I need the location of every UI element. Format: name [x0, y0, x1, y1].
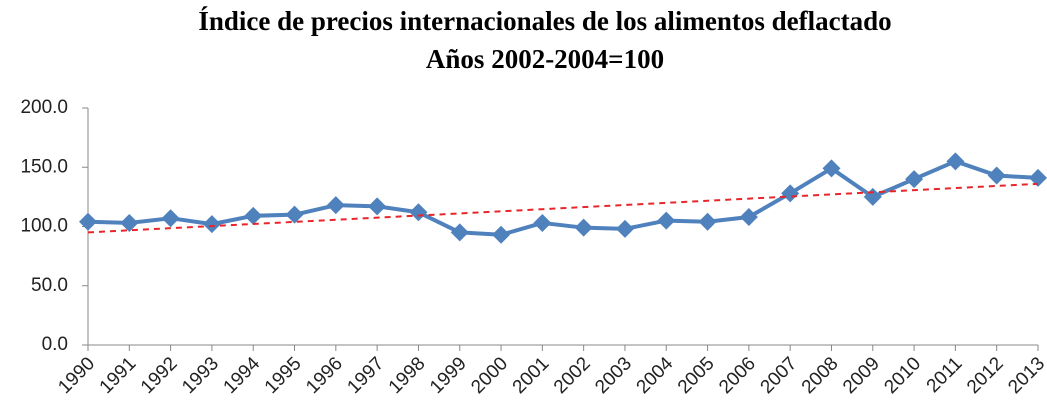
- x-tick-label: 1991: [96, 353, 141, 398]
- x-tick-label: 1998: [385, 353, 430, 398]
- x-tick-label: 2012: [963, 353, 1008, 398]
- y-tick-label: 200.0: [20, 97, 68, 118]
- marker: [1029, 168, 1047, 187]
- y-tick-label: 100.0: [20, 216, 68, 237]
- x-tick-label: 1990: [54, 353, 99, 398]
- marker: [492, 225, 511, 244]
- x-tick-label: 1996: [302, 353, 347, 398]
- x-tick-label: 2008: [798, 353, 843, 398]
- marker: [574, 218, 593, 237]
- marker: [202, 215, 221, 234]
- marker: [739, 208, 758, 227]
- x-tick-label: 2000: [467, 353, 512, 398]
- x-tick-label: 1992: [137, 353, 182, 398]
- marker: [781, 184, 800, 203]
- x-tick-label: 2007: [757, 353, 802, 398]
- x-tick-label: 2001: [509, 353, 554, 398]
- x-tick-label: 1997: [343, 353, 388, 398]
- x-tick-label: 2003: [591, 353, 636, 398]
- series-line: [87, 159, 1039, 237]
- marker: [409, 203, 428, 222]
- y-tick-label: 50.0: [31, 275, 68, 296]
- y-tick-label: 150.0: [20, 156, 68, 177]
- x-tick-label: 2011: [923, 353, 967, 397]
- marker: [161, 209, 180, 228]
- chart-subtitle: Años 2002-2004=100: [426, 44, 664, 74]
- marker: [533, 213, 552, 232]
- marker: [450, 223, 469, 242]
- marker: [822, 159, 841, 178]
- x-tick-label: 2004: [633, 353, 678, 398]
- marker: [244, 206, 263, 225]
- marker: [79, 212, 97, 231]
- marker: [326, 196, 345, 215]
- marker: [368, 197, 387, 216]
- marker: [698, 212, 717, 231]
- x-tick-label: 1999: [426, 353, 471, 398]
- x-tick-label: 2002: [550, 353, 595, 398]
- marker: [615, 219, 634, 238]
- marker: [285, 205, 304, 224]
- chart-title: Índice de precios internacionales de los…: [198, 6, 891, 36]
- x-tick-label: 1995: [261, 353, 306, 398]
- marker: [657, 211, 676, 230]
- marker: [120, 213, 139, 232]
- x-tick-label: 2010: [880, 353, 925, 398]
- x-tick-label: 2006: [715, 353, 760, 398]
- x-tick-label: 2005: [674, 353, 719, 398]
- trend-line: [87, 182, 1039, 234]
- y-tick-label: 0.0: [42, 334, 68, 355]
- marker: [987, 166, 1006, 185]
- marker: [946, 152, 965, 171]
- x-tick-label: 2009: [839, 353, 884, 398]
- marker: [905, 170, 924, 189]
- x-tick-label: 1993: [178, 353, 223, 398]
- x-tick-label: 1994: [220, 353, 265, 398]
- x-tick-label: 2013: [1004, 353, 1047, 398]
